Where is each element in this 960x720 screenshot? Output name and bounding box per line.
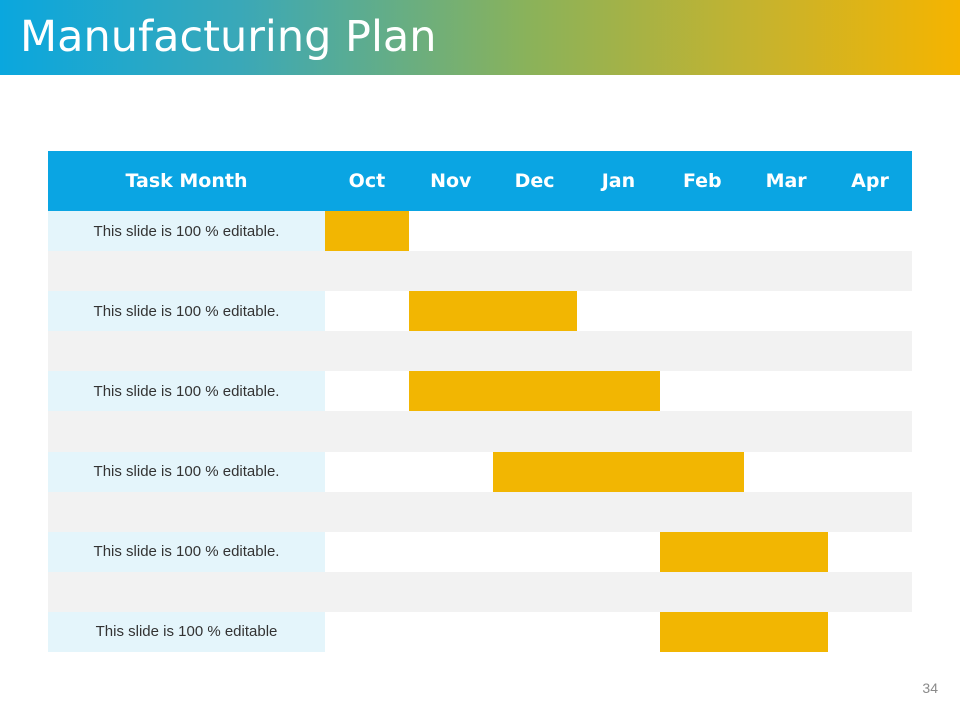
task-timeline bbox=[325, 211, 912, 252]
header-task-month: Task Month bbox=[125, 170, 248, 192]
task-row: This slide is 100 % editable. bbox=[48, 451, 912, 492]
task-label: This slide is 100 % editable. bbox=[48, 291, 325, 332]
task-bar bbox=[325, 211, 409, 252]
slide-title: Manufacturing Plan bbox=[20, 12, 437, 62]
task-timeline bbox=[325, 451, 912, 492]
header-month-mar: Mar bbox=[765, 170, 807, 192]
task-bar bbox=[408, 371, 661, 412]
task-row: This slide is 100 % editable. bbox=[48, 211, 912, 252]
header-month-jan: Jan bbox=[601, 170, 636, 192]
task-row: This slide is 100 % editable. bbox=[48, 531, 912, 572]
task-bar bbox=[660, 531, 829, 572]
task-row: This slide is 100 % editable. bbox=[48, 371, 912, 412]
spacer-row bbox=[48, 251, 912, 292]
task-label: This slide is 100 % editable bbox=[48, 611, 325, 653]
title-banner: Manufacturing Plan bbox=[0, 0, 960, 75]
task-bar bbox=[408, 291, 577, 332]
task-bar bbox=[660, 611, 829, 653]
spacer-row bbox=[48, 571, 912, 612]
spacer-row bbox=[48, 331, 912, 372]
task-label: This slide is 100 % editable. bbox=[48, 211, 325, 252]
spacer-row bbox=[48, 491, 912, 532]
task-label: This slide is 100 % editable. bbox=[48, 531, 325, 572]
header-month-nov: Nov bbox=[430, 170, 472, 192]
task-timeline bbox=[325, 611, 912, 653]
task-row: This slide is 100 % editable. bbox=[48, 291, 912, 332]
task-row: This slide is 100 % editable bbox=[48, 611, 912, 653]
gantt-header: Task Month Oct Nov Dec Jan Feb Mar Apr bbox=[48, 151, 912, 211]
gantt-chart: Task Month Oct Nov Dec Jan Feb Mar Apr T… bbox=[48, 151, 912, 653]
header-month-apr: Apr bbox=[851, 170, 889, 192]
header-month-oct: Oct bbox=[348, 170, 386, 192]
spacer-row bbox=[48, 411, 912, 452]
task-timeline bbox=[325, 531, 912, 572]
task-label: This slide is 100 % editable. bbox=[48, 451, 325, 492]
page-number: 34 bbox=[922, 680, 938, 696]
task-timeline bbox=[325, 371, 912, 412]
task-timeline bbox=[325, 291, 912, 332]
header-month-dec: Dec bbox=[514, 170, 555, 192]
header-month-feb: Feb bbox=[682, 170, 722, 192]
task-label: This slide is 100 % editable. bbox=[48, 371, 325, 412]
task-bar bbox=[492, 451, 745, 492]
